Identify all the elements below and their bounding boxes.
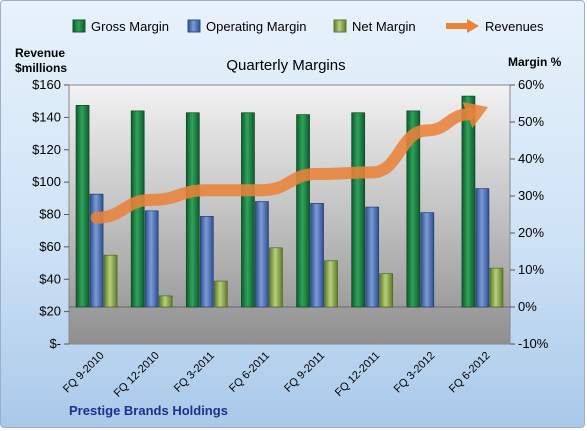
bar-gross-margin-fq-3-2011 [185, 112, 200, 308]
x-axis-ticks: FQ 9-2010 FQ 12-2010 FQ 3-2011 FQ 6-2011 FQ … [61, 350, 493, 400]
bar-gross-margin-fq-6-2012 [461, 95, 476, 308]
legend-swatch-gross-margin [72, 19, 86, 33]
right-axis-ticks: -10% 0% 10% 20% 30% 40% 50% 60% [510, 77, 549, 351]
bar-net-margin-fq-6-2012 [489, 267, 504, 308]
left-tick-label: $140 [32, 109, 61, 124]
bar-operating-margin-fq-9-2010 [89, 193, 104, 308]
legend-label-net-margin: Net Margin [352, 19, 416, 34]
bar-operating-margin-fq-12-2011 [365, 206, 380, 308]
legend-label-operating-margin: Operating Margin [206, 19, 306, 34]
revenue-arrowhead [462, 101, 489, 129]
legend: Gross Margin Operating Margin Net Margin… [72, 19, 544, 34]
revenue-line [90, 108, 476, 224]
legend-label-gross-margin: Gross Margin [91, 19, 169, 34]
bar-operating-margin-fq-9-2011 [310, 203, 324, 308]
left-tick-label: $160 [32, 77, 61, 92]
left-tick-label: $40 [39, 271, 61, 286]
bar-net-margin-fq-9-2011 [324, 260, 338, 308]
left-tick-label: $100 [32, 174, 61, 189]
left-axis-ticks: $- $20 $40 $60 $80 $100 $120 $140 $160 [32, 77, 69, 351]
right-tick-label: 50% [518, 114, 544, 129]
company-name: Prestige Brands Holdings [69, 403, 228, 418]
x-tick-label-fq-9-2010: FQ 9-2010 [61, 350, 107, 396]
bar-gross-margin-fq-9-2011 [296, 114, 310, 308]
x-tick-label-fq-3-2012: FQ 3-2012 [392, 350, 438, 396]
x-tick-label-fq-12-2011: FQ 12-2011 [333, 350, 382, 399]
right-axis-title: Margin % [508, 55, 562, 69]
bar-operating-margin-fq-12-2010 [144, 210, 159, 308]
legend-swatch-net-margin [333, 19, 347, 33]
bar-gross-margin-fq-12-2011 [351, 112, 366, 308]
bar-net-margin-fq-12-2010 [158, 295, 173, 308]
right-tick-label: 40% [518, 151, 544, 166]
left-tick-label: $60 [39, 239, 61, 254]
left-tick-label: $120 [32, 142, 61, 157]
right-tick-label: 60% [518, 77, 544, 92]
x-tick-label-fq-9-2011: FQ 9-2011 [282, 350, 327, 395]
bar-net-margin-fq-9-2010 [103, 254, 118, 308]
bar-operating-margin-fq-3-2012 [420, 212, 435, 308]
legend-swatch-operating-margin [187, 19, 201, 33]
legend-label-revenues: Revenues [485, 19, 544, 34]
x-tick-label-fq-6-2012: FQ 6-2012 [447, 350, 493, 396]
bar-operating-margin-fq-6-2012 [475, 188, 490, 308]
right-tick-label: 10% [518, 262, 544, 277]
left-axis-title-line2: $millions [15, 61, 67, 75]
left-axis-title-line1: Revenue [15, 46, 65, 60]
left-tick-label: $80 [39, 207, 61, 222]
x-tick-label-fq-6-2011: FQ 6-2011 [227, 350, 272, 395]
bar-gross-margin-fq-9-2010 [75, 104, 90, 308]
x-tick-label-fq-12-2010: FQ 12-2010 [112, 350, 162, 400]
bar-gross-margin-fq-6-2011 [241, 112, 255, 308]
bar-net-margin-fq-6-2011 [269, 247, 283, 308]
bar-operating-margin-fq-6-2011 [255, 201, 269, 308]
bar-operating-margin-fq-3-2011 [199, 216, 214, 308]
right-tick-label: 0% [518, 299, 537, 314]
revenue-line-group [90, 101, 489, 224]
bar-net-margin-fq-3-2011 [213, 280, 228, 308]
bar-gross-margin-fq-3-2012 [406, 110, 421, 308]
chart-title: Quarterly Margins [226, 57, 345, 74]
legend-swatch-revenues [446, 19, 479, 33]
right-tick-label: 20% [518, 225, 544, 240]
x-tick-label-fq-3-2011: FQ 3-2011 [172, 350, 217, 395]
left-tick-label: $20 [39, 304, 61, 319]
left-tick-label: $- [49, 336, 61, 351]
right-tick-label: -10% [518, 336, 549, 351]
bar-net-margin-fq-12-2011 [379, 273, 394, 308]
right-tick-label: 30% [518, 188, 544, 203]
